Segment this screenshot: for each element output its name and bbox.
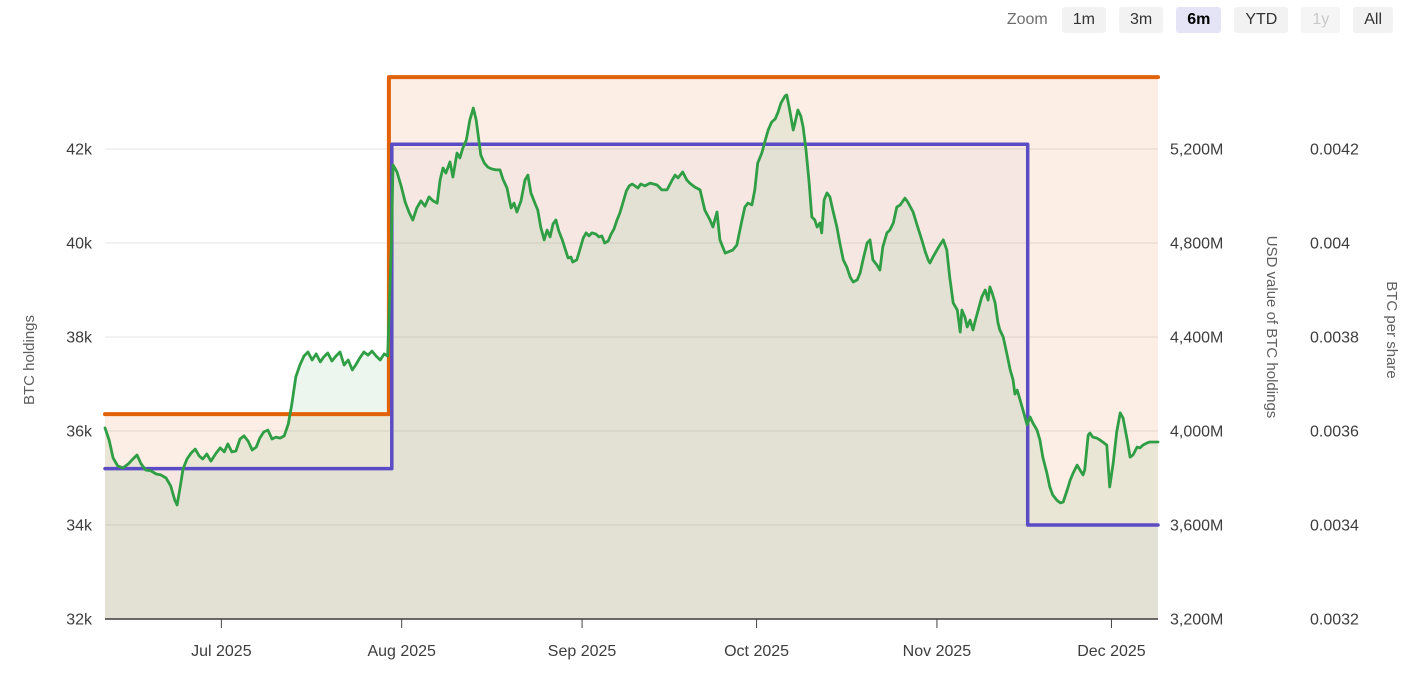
usd-value-tick-label: 4,000M: [1170, 424, 1223, 441]
btc-holdings-tick-label: 36k: [66, 424, 93, 441]
usd-value-tick-label: 3,200M: [1170, 612, 1223, 629]
btc-per-share-tick-label: 0.0036: [1310, 424, 1359, 441]
btc-holdings-tick-label: 32k: [66, 612, 93, 629]
btc-per-share-tick-label: 0.0042: [1310, 142, 1359, 159]
usd-value-tick-label: 5,200M: [1170, 142, 1223, 159]
usd-value-tick-label: 3,600M: [1170, 518, 1223, 535]
zoom-button-6m[interactable]: 6m: [1176, 7, 1222, 34]
x-tick-label: Jul 2025: [191, 643, 252, 660]
x-tick-label: Aug 2025: [367, 643, 436, 660]
zoom-button-3m[interactable]: 3m: [1118, 7, 1164, 34]
range-selector-toolbar: Zoom 1m 3m 6m YTD 1y All: [1006, 7, 1393, 34]
x-tick-label: Nov 2025: [903, 643, 972, 660]
usd-value-tick-label: 4,800M: [1170, 236, 1223, 253]
zoom-label: Zoom: [1006, 11, 1048, 29]
btc-holdings-tick-label: 34k: [66, 518, 93, 535]
zoom-button-1y: 1y: [1301, 7, 1341, 34]
series-layer: [103, 75, 1160, 620]
usd-value-tick-label: 4,400M: [1170, 330, 1223, 347]
btc-per-share-tick-label: 0.004: [1310, 236, 1350, 253]
btc-holdings-tick-label: 38k: [66, 330, 93, 347]
btc-per-share-tick-label: 0.0034: [1310, 518, 1359, 535]
zoom-button-ytd[interactable]: YTD: [1234, 7, 1289, 34]
line-btc-per-share: [103, 142, 1160, 527]
x-tick-label: Sep 2025: [548, 643, 617, 660]
btc-holdings-tick-label: 42k: [66, 142, 93, 159]
btc-per-share-tick-label: 0.0038: [1310, 330, 1359, 347]
right-inner-axis-title: USD value of BTC holdings: [1263, 236, 1280, 419]
line-usd-value: [103, 93, 1160, 507]
zoom-button-1m[interactable]: 1m: [1061, 7, 1106, 34]
btc-per-share-tick-label: 0.0032: [1310, 612, 1359, 629]
line-btc-holdings: [103, 75, 1160, 417]
zoom-buttons-group: 1m 3m 6m YTD 1y All: [1061, 7, 1393, 34]
axis-layer: Jul 2025 Aug 2025 Sep 2025 Oct 2025 Nov 2025…: [66, 142, 1359, 661]
right-outer-axis-title: BTC per share: [1383, 281, 1400, 379]
area-btc-per-share: [105, 144, 1158, 620]
area-usd-value: [105, 95, 1158, 619]
left-axis-title: BTC holdings: [21, 315, 38, 405]
btc-holdings-tick-label: 40k: [66, 236, 93, 253]
x-tick-label: Dec 2025: [1077, 643, 1146, 660]
x-tick-label: Oct 2025: [724, 643, 789, 660]
zoom-button-all[interactable]: All: [1353, 7, 1393, 34]
